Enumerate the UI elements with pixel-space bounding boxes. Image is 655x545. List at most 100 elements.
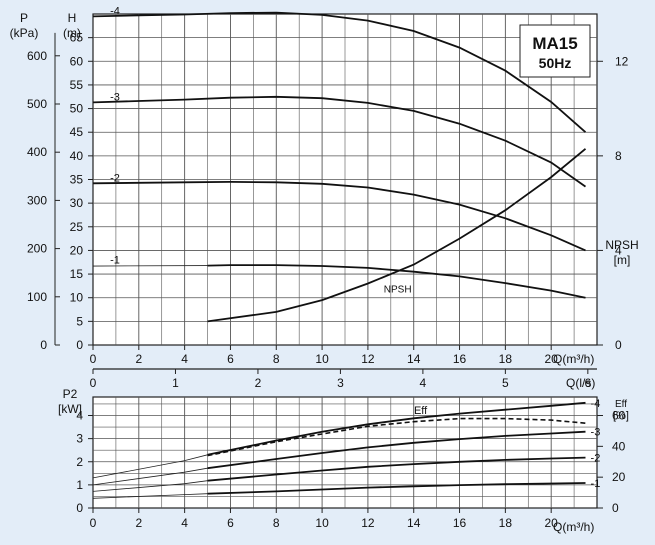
npsh-tick-label: 12 bbox=[615, 54, 629, 68]
eff-tick-label: 20 bbox=[612, 470, 626, 484]
x-axis-flow-title: Q(m³/h) bbox=[553, 352, 594, 366]
head-tick-label: 45 bbox=[70, 125, 84, 139]
flow-ls-tick-label: 6 bbox=[584, 376, 591, 390]
flow-ls-tick-label: 1 bbox=[172, 376, 179, 390]
head-tick-label: 10 bbox=[70, 291, 84, 305]
npsh-curve bbox=[207, 148, 587, 323]
head-tick-label: 60 bbox=[70, 54, 84, 68]
top-x-tick-label: 6 bbox=[227, 352, 234, 366]
flow-ls-tick-label: 3 bbox=[337, 376, 344, 390]
top-x-tick-label: 20 bbox=[545, 352, 559, 366]
bottom-x-tick-label: 6 bbox=[227, 516, 234, 530]
power-tick-label: 0 bbox=[76, 501, 83, 515]
flow-ls-tick-label: 5 bbox=[502, 376, 509, 390]
head-tick-label: 5 bbox=[76, 314, 83, 328]
npsh-tick-label: 8 bbox=[615, 149, 622, 163]
y-axis-head-title-line1: H bbox=[68, 11, 77, 25]
label-layer: 0 2 4 6 8 10 12 14 16 18 2005101520253035404550556… bbox=[27, 5, 629, 530]
top-x-tick-label: 12 bbox=[361, 352, 375, 366]
axis-layer bbox=[54, 32, 603, 513]
curve-label-1: -1 bbox=[110, 255, 120, 267]
curve-layer bbox=[92, 11, 587, 499]
top-x-tick-label: 4 bbox=[181, 352, 188, 366]
power-curve-4 bbox=[207, 401, 586, 456]
y-axis-eff-title-line1: Eff bbox=[615, 399, 627, 410]
power-tick-label: 2 bbox=[76, 455, 83, 469]
y-axis-npsh-title-line1: NPSH bbox=[605, 238, 638, 252]
pressure-tick-label: 500 bbox=[27, 97, 47, 111]
pressure-tick-label: 600 bbox=[27, 49, 47, 63]
npsh-tick-label: 4 bbox=[615, 243, 622, 257]
head-tick-label: 65 bbox=[70, 31, 84, 45]
y-axis-pressure-title-line1: P bbox=[20, 11, 28, 25]
npsh-tick-label: 0 bbox=[615, 338, 622, 352]
head-tick-label: 35 bbox=[70, 173, 84, 187]
head-tick-label: 15 bbox=[70, 267, 84, 281]
power-curve-thin-2 bbox=[92, 480, 208, 492]
pressure-tick-label: 100 bbox=[27, 290, 47, 304]
top-x-tick-label: 14 bbox=[407, 352, 421, 366]
grid-layer bbox=[92, 13, 598, 509]
power-curve-thin-4 bbox=[92, 454, 208, 479]
eff-tick-label: 40 bbox=[612, 439, 626, 453]
bottom-x-tick-label: 2 bbox=[135, 516, 142, 530]
bottom-x-tick-label: 8 bbox=[273, 516, 280, 530]
y-axis-pressure-title-line2: (kPa) bbox=[10, 26, 39, 40]
top-x-tick-label: 10 bbox=[315, 352, 329, 366]
bottom-x-tick-label: 16 bbox=[453, 516, 467, 530]
efficiency-curve-label: Eff bbox=[414, 405, 428, 417]
curve-label-2: -2 bbox=[110, 172, 120, 184]
power-curve-3 bbox=[207, 430, 586, 470]
head-tick-label: 25 bbox=[70, 220, 84, 234]
top-x-tick-label: 0 bbox=[90, 352, 97, 366]
model-title: MA15 bbox=[532, 34, 577, 53]
y-axis-head-title-line2: (m) bbox=[63, 26, 81, 40]
bottom-x-tick-label: 18 bbox=[499, 516, 513, 530]
pressure-tick-label: 300 bbox=[27, 193, 47, 207]
flow-ls-tick-label: 4 bbox=[420, 376, 427, 390]
head-tick-label: 50 bbox=[70, 102, 84, 116]
head-tick-label: 55 bbox=[70, 78, 84, 92]
top-x-tick-label: 8 bbox=[273, 352, 280, 366]
title-box: MA15 50Hz bbox=[519, 24, 591, 78]
power-curve-label-4: -4 bbox=[591, 398, 601, 410]
power-curve-thin-3 bbox=[92, 467, 208, 486]
flow-ls-tick-label: 2 bbox=[255, 376, 262, 390]
x-axis-flow-title-bottom: Q(m³/h) bbox=[553, 520, 594, 534]
head-curve-extension bbox=[92, 265, 208, 267]
head-tick-label: 20 bbox=[70, 243, 84, 257]
npsh-curve-label: NPSH bbox=[384, 284, 412, 295]
bottom-x-tick-label: 14 bbox=[407, 516, 421, 530]
head-curve-2 bbox=[92, 180, 586, 252]
power-curve-label-2: -2 bbox=[591, 453, 601, 465]
bottom-x-tick-label: 10 bbox=[315, 516, 329, 530]
pressure-tick-label: 200 bbox=[27, 242, 47, 256]
pressure-tick-label: 400 bbox=[27, 145, 47, 159]
y-axis-power-title-line1: P2 bbox=[63, 387, 78, 401]
y-axis-eff-title-line2: [%] bbox=[613, 410, 629, 422]
head-tick-label: 0 bbox=[76, 338, 83, 352]
power-tick-label: 4 bbox=[76, 409, 83, 423]
head-tick-label: 40 bbox=[70, 149, 84, 163]
frequency-label: 50Hz bbox=[539, 55, 572, 71]
power-tick-label: 1 bbox=[76, 478, 83, 492]
bottom-x-tick-label: 20 bbox=[545, 516, 559, 530]
curve-label-3: -3 bbox=[110, 91, 120, 103]
flow-ls-tick-label: 0 bbox=[90, 376, 97, 390]
y-axis-power-title-line2: [kW] bbox=[58, 402, 82, 416]
y-axis-npsh-title-line2: [m] bbox=[614, 253, 631, 267]
bottom-x-tick-label: 0 bbox=[90, 516, 97, 530]
head-tick-label: 30 bbox=[70, 196, 84, 210]
head-curve-3 bbox=[92, 95, 587, 188]
top-x-tick-label: 2 bbox=[135, 352, 142, 366]
eff-tick-label: 0 bbox=[612, 501, 619, 515]
power-curve-1 bbox=[207, 482, 586, 495]
head-curve-4 bbox=[92, 11, 587, 133]
bottom-x-tick-label: 12 bbox=[361, 516, 375, 530]
eff-tick-label: 60 bbox=[612, 409, 626, 423]
power-curve-2 bbox=[207, 456, 586, 482]
head-curve-1 bbox=[207, 264, 586, 299]
x-axis-flow-ls-title: Q(l/s) bbox=[566, 376, 595, 390]
power-tick-label: 3 bbox=[76, 432, 83, 446]
